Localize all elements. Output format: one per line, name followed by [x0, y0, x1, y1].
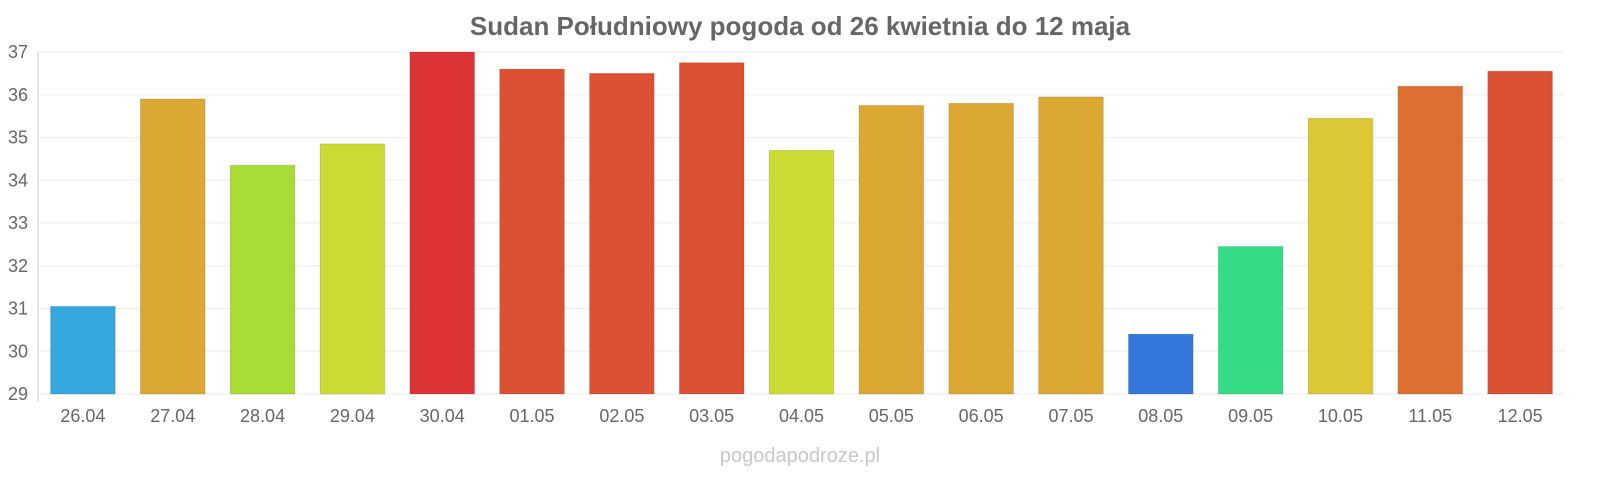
x-axis-ticks: 26.04 27.04 28.04 29.04 30.04 01.05 02.05 03.05…	[60, 406, 1542, 426]
y-tick-label: 32	[8, 256, 28, 276]
bar-30.04	[409, 51, 476, 395]
x-tick-label: 30.04	[420, 406, 465, 426]
x-tick-label: 03.05	[689, 406, 734, 426]
bar-06.05	[948, 102, 1014, 395]
bar-12.05	[1487, 70, 1553, 395]
y-axis-ticks: 29 30 31 32 33 34 35 36 37	[8, 42, 28, 404]
x-tick-label: 06.05	[959, 406, 1004, 426]
bar-05.05	[858, 104, 925, 395]
bar-02.05	[589, 72, 655, 395]
bar-08.05	[1127, 333, 1194, 395]
bar-04.05	[768, 149, 835, 395]
bar-29.04	[319, 143, 386, 395]
x-tick-label: 07.05	[1048, 406, 1093, 426]
x-tick-label: 11.05	[1408, 406, 1452, 426]
bar-26.04	[50, 305, 116, 395]
x-tick-label: 12.05	[1498, 406, 1543, 426]
x-tick-label: 04.05	[779, 406, 824, 426]
x-tick-label: 28.04	[240, 406, 285, 426]
x-tick-label: 02.05	[599, 406, 644, 426]
bars	[50, 51, 1553, 395]
y-tick-label: 35	[8, 128, 28, 148]
watermark: pogodapodroze.pl	[720, 445, 880, 467]
x-tick-label: 09.05	[1228, 406, 1273, 426]
bar-03.05	[678, 62, 745, 395]
y-tick-label: 30	[8, 341, 28, 361]
x-tick-label: 26.04	[60, 406, 105, 426]
x-tick-label: 27.04	[150, 406, 195, 426]
bar-01.05	[499, 68, 565, 395]
y-tick-label: 33	[8, 213, 28, 233]
y-tick-label: 29	[8, 384, 28, 404]
y-tick-label: 31	[8, 299, 28, 319]
bar-09.05	[1217, 246, 1284, 395]
x-tick-label: 10.05	[1318, 406, 1363, 426]
x-tick-label: 01.05	[510, 406, 555, 426]
bar-07.05	[1038, 96, 1104, 395]
bar-28.04	[229, 164, 296, 395]
y-tick-label: 37	[8, 42, 28, 62]
bar-11.05	[1397, 85, 1464, 395]
x-tick-label: 29.04	[330, 406, 375, 426]
x-tick-label: 08.05	[1138, 406, 1183, 426]
bar-10.05	[1307, 117, 1374, 395]
chart-title: Sudan Południowy pogoda od 26 kwietnia d…	[470, 11, 1131, 41]
bar-27.04	[139, 98, 206, 395]
y-tick-label: 36	[8, 85, 28, 105]
y-tick-label: 34	[8, 170, 28, 190]
x-tick-label: 05.05	[869, 406, 914, 426]
